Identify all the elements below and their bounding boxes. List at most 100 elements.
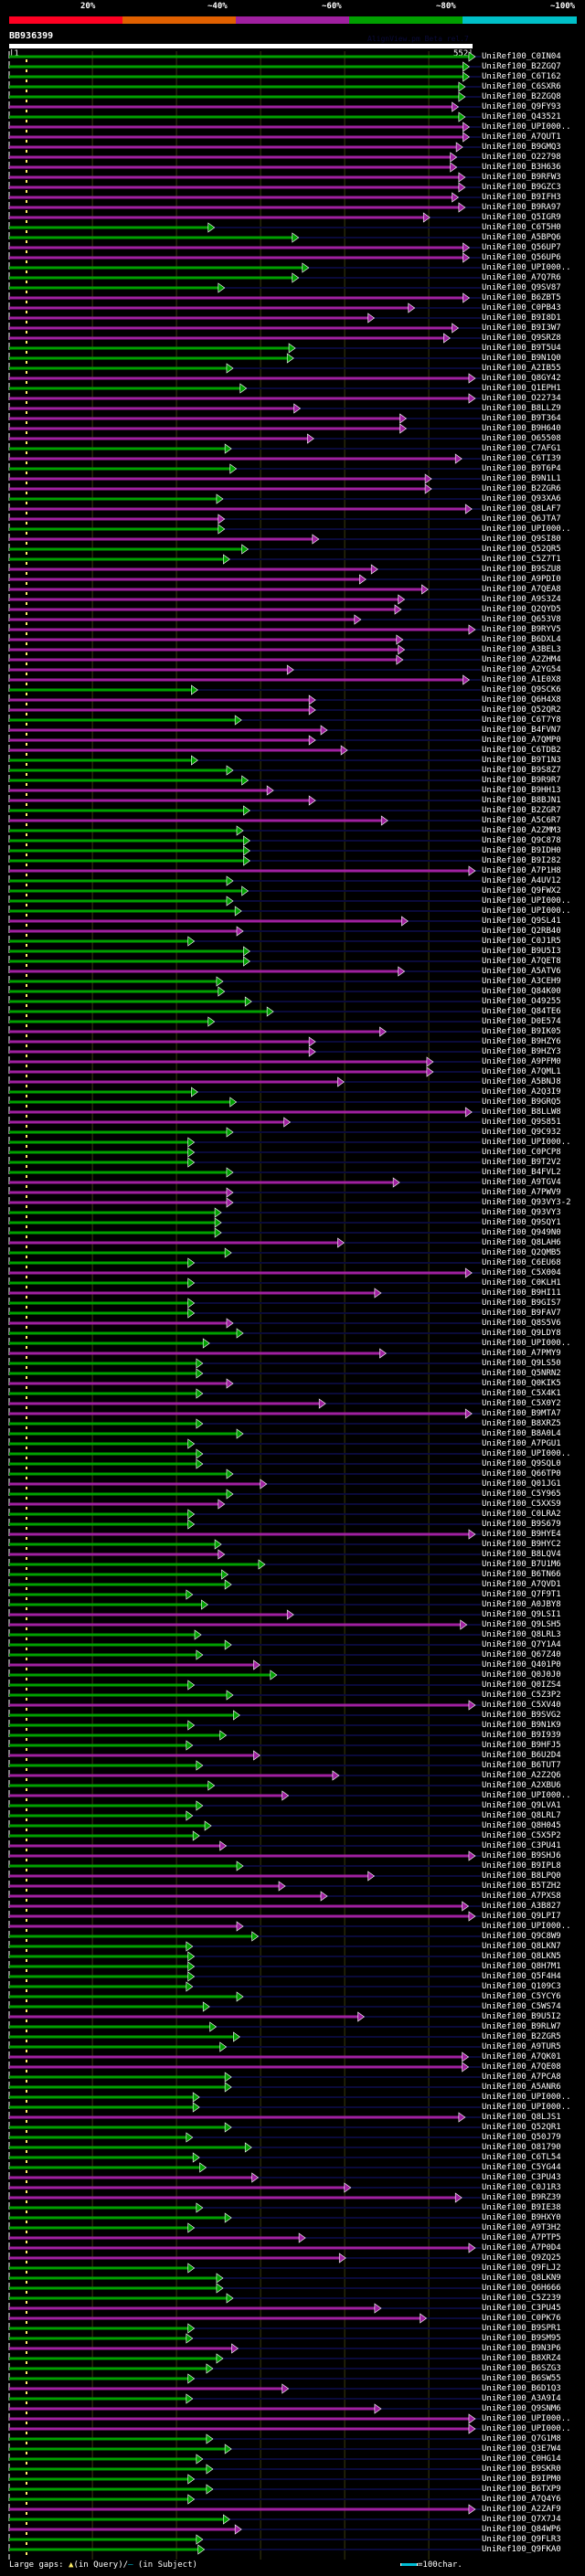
hit-label[interactable]: UniRef100_A3BEL3 [482, 645, 561, 654]
hit-label[interactable]: UniRef100_Q9C932 [482, 1128, 561, 1137]
hit-label[interactable]: UniRef100_A7QVD1 [482, 1580, 561, 1589]
hit-label[interactable]: UniRef100_B6DXL4 [482, 635, 561, 644]
hit-label[interactable]: UniRef100_C5Z239 [482, 2294, 561, 2303]
hit-label[interactable]: UniRef100_Q7F9T1 [482, 1590, 561, 1599]
hit-label[interactable]: UniRef100_A7PXS8 [482, 1892, 561, 1901]
hit-label[interactable]: UniRef100_Q9SRZ8 [482, 334, 561, 343]
hit-label[interactable]: UniRef100_C5YG44 [482, 2163, 561, 2172]
hit-label[interactable]: UniRef100_A9PFM0 [482, 1057, 561, 1066]
hit-label[interactable]: UniRef100_B8XRZ4 [482, 2354, 561, 2363]
hit-label[interactable]: UniRef100_B6TXP9 [482, 2485, 561, 2494]
hit-label[interactable]: UniRef100_B9IPL8 [482, 1861, 561, 1871]
hit-label[interactable]: UniRef100_Q8LAF7 [482, 504, 561, 514]
hit-label[interactable]: UniRef100_C5XV40 [482, 1701, 561, 1710]
hit-label[interactable]: UniRef100_Q9C878 [482, 836, 561, 845]
hit-label[interactable]: UniRef100_B9IFH3 [482, 193, 561, 202]
hit-label[interactable]: UniRef100_Q93VY3 [482, 1208, 561, 1217]
hit-label[interactable]: UniRef100_B9T6P4 [482, 464, 561, 473]
hit-label[interactable]: UniRef100_B4FVL2 [482, 1168, 561, 1177]
hit-label[interactable]: UniRef100_O22798 [482, 153, 561, 162]
hit-label[interactable]: UniRef100_B9SM95 [482, 2334, 561, 2343]
hit-label[interactable]: UniRef100_A3A9I4 [482, 2394, 561, 2403]
hit-label[interactable]: UniRef100_B6SW55 [482, 2374, 561, 2383]
hit-label[interactable]: UniRef100_B8LQV4 [482, 1550, 561, 1559]
hit-label[interactable]: UniRef100_B9SPR1 [482, 2324, 561, 2333]
hit-label[interactable]: UniRef100_A5ATV6 [482, 967, 561, 976]
hit-label[interactable]: UniRef100_C0J1R3 [482, 2183, 561, 2192]
hit-label[interactable]: UniRef100_B2ZGQ7 [482, 62, 561, 71]
hit-label[interactable]: UniRef100_Q401P0 [482, 1660, 561, 1670]
hit-label[interactable]: UniRef100_Q9SNM6 [482, 2404, 561, 2413]
hit-label[interactable]: UniRef100_Q2QYD5 [482, 605, 561, 614]
hit-label[interactable]: UniRef100_A0JBY8 [482, 1600, 561, 1609]
hit-label[interactable]: UniRef100_Q56UP7 [482, 243, 561, 252]
hit-label[interactable]: UniRef100_B2ZGR5 [482, 2032, 561, 2041]
hit-label[interactable]: UniRef100_B9RZ39 [482, 2193, 561, 2202]
hit-label[interactable]: UniRef100_Q9SQL0 [482, 1459, 561, 1468]
hit-label[interactable]: UniRef100_B8A0L4 [482, 1429, 561, 1438]
hit-label[interactable]: UniRef100_A7Q7R6 [482, 273, 561, 282]
hit-label[interactable]: UniRef100_Q9LPI7 [482, 1912, 561, 1921]
hit-label[interactable]: UniRef100_Q7Y1A4 [482, 1640, 561, 1649]
hit-label[interactable]: UniRef100_A7PWV9 [482, 1188, 561, 1197]
hit-label[interactable]: UniRef100_Q52QR1 [482, 2123, 561, 2132]
hit-label[interactable]: UniRef100_Q7G1M8 [482, 2434, 561, 2443]
hit-label[interactable]: UniRef100_Q9LVA1 [482, 1801, 561, 1810]
hit-label[interactable]: UniRef100_B8XRZ5 [482, 1419, 561, 1428]
hit-label[interactable]: UniRef100_C0HG14 [482, 2454, 561, 2464]
hit-label[interactable]: UniRef100_D0E574 [482, 1017, 561, 1026]
hit-label[interactable]: UniRef100_B9IK05 [482, 1027, 561, 1036]
hit-label[interactable]: UniRef100_B6U2D4 [482, 1751, 561, 1760]
hit-label[interactable]: UniRef100_UPI000.. [482, 1449, 571, 1458]
hit-label[interactable]: UniRef100_C0LRA2 [482, 1510, 561, 1519]
hit-label[interactable]: UniRef100_C6SXR6 [482, 82, 561, 91]
hit-label[interactable]: UniRef100_Q9LDY8 [482, 1329, 561, 1338]
hit-label[interactable]: UniRef100_Q0KIK5 [482, 1379, 561, 1388]
hit-label[interactable]: UniRef100_Q8LKN7 [482, 1942, 561, 1951]
hit-label[interactable]: UniRef100_Q93VY3-2 [482, 1198, 571, 1207]
hit-label[interactable]: UniRef100_Q9SI80 [482, 535, 561, 544]
hit-label[interactable]: UniRef100_C0PK76 [482, 2314, 561, 2323]
hit-label[interactable]: UniRef100_B9IE38 [482, 2203, 561, 2212]
hit-label[interactable]: UniRef100_B4FVN7 [482, 726, 561, 735]
hit-label[interactable]: UniRef100_Q52QR2 [482, 705, 561, 715]
hit-label[interactable]: UniRef100_O22734 [482, 394, 561, 403]
hit-label[interactable]: UniRef100_Q9LS50 [482, 1359, 561, 1368]
hit-label[interactable]: UniRef100_C6TDB2 [482, 746, 561, 755]
hit-label[interactable]: UniRef100_B9I8D1 [482, 313, 561, 323]
hit-label[interactable]: UniRef100_B9SVG2 [482, 1711, 561, 1720]
hit-label[interactable]: UniRef100_A9T3H2 [482, 2223, 561, 2232]
hit-label[interactable]: UniRef100_C5X4K1 [482, 1389, 561, 1398]
hit-label[interactable]: UniRef100_B8LLW8 [482, 1108, 561, 1117]
hit-label[interactable]: UniRef100_B7U1M6 [482, 1560, 561, 1569]
hit-label[interactable]: UniRef100_A2XBU6 [482, 1781, 561, 1790]
hit-label[interactable]: UniRef100_Q9FLR3 [482, 2535, 561, 2544]
hit-label[interactable]: UniRef100_O81790 [482, 2143, 561, 2152]
hit-label[interactable]: UniRef100_A7PTP5 [482, 2233, 561, 2242]
hit-label[interactable]: UniRef100_Q43521 [482, 112, 561, 122]
hit-label[interactable]: UniRef100_B9GRQ5 [482, 1097, 561, 1107]
hit-label[interactable]: UniRef100_Q01JG1 [482, 1479, 561, 1489]
hit-label[interactable]: UniRef100_Q9SCK6 [482, 685, 561, 694]
hit-label[interactable]: UniRef100_C0J1R5 [482, 937, 561, 946]
hit-label[interactable]: UniRef100_Q84TE6 [482, 1007, 561, 1016]
hit-label[interactable]: UniRef100_C5XXS9 [482, 1500, 561, 1509]
hit-label[interactable]: UniRef100_A7QMP0 [482, 736, 561, 745]
hit-label[interactable]: UniRef100_A2ZHM4 [482, 655, 561, 664]
hit-label[interactable]: UniRef100_C0PB43 [482, 303, 561, 313]
hit-label[interactable]: UniRef100_A7QET8 [482, 957, 561, 966]
hit-label[interactable]: UniRef100_B9HYE4 [482, 1530, 561, 1539]
hit-label[interactable]: UniRef100_A7QK01 [482, 2052, 561, 2062]
hit-label[interactable]: UniRef100_Q8S5V6 [482, 1319, 561, 1328]
hit-label[interactable]: UniRef100_Q9FLJ2 [482, 2263, 561, 2273]
hit-label[interactable]: UniRef100_UPI000.. [482, 896, 571, 906]
hit-label[interactable]: UniRef100_A3CEH9 [482, 977, 561, 986]
hit-label[interactable]: UniRef100_B9IPM0 [482, 2475, 561, 2484]
hit-label[interactable]: UniRef100_Q8H045 [482, 1821, 561, 1830]
hit-label[interactable]: UniRef100_B6TUT7 [482, 1761, 561, 1770]
hit-label[interactable]: UniRef100_A4UV12 [482, 876, 561, 885]
hit-label[interactable]: UniRef100_C6T5H0 [482, 223, 561, 232]
hit-label[interactable]: UniRef100_A9S3Z4 [482, 595, 561, 604]
hit-label[interactable]: UniRef100_C5X0Y2 [482, 1399, 561, 1408]
hit-label[interactable]: UniRef100_C6EU68 [482, 1258, 561, 1267]
